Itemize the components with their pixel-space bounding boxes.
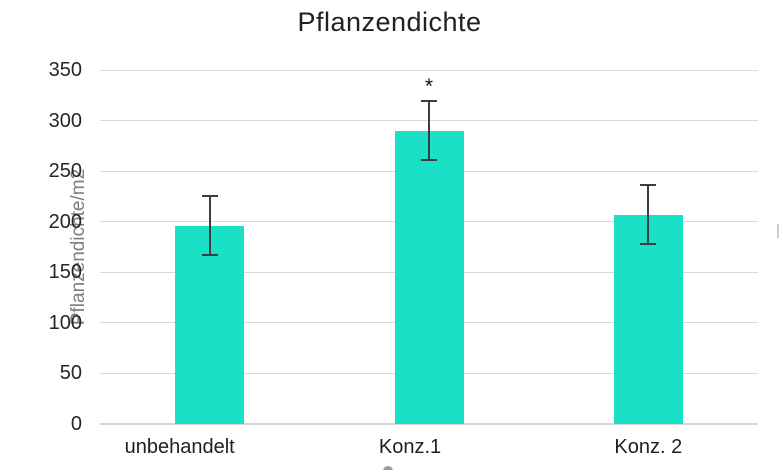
gridline-y-350 <box>100 69 758 71</box>
y-tick-label-150: 150 <box>48 261 82 284</box>
y-axis-title-text: Pflanzendichte/m2 <box>68 168 89 326</box>
plot-area: * <box>100 69 758 425</box>
cropped-artifact-sliver <box>777 224 779 238</box>
y-tick-label-250: 250 <box>48 160 82 183</box>
x-axis-label-Konz. 2: Konz. 2 <box>614 436 683 458</box>
y-tick-label-0: 0 <box>70 413 82 435</box>
y-tick-label-200: 200 <box>48 210 82 233</box>
error-bar-bottom-cap-unbehandelt <box>201 254 218 257</box>
x-axis-label-unbehandelt: unbehandelt <box>124 436 235 458</box>
y-tick-label-100: 100 <box>48 311 82 334</box>
error-bar-line-unbehandelt <box>208 195 211 257</box>
cropped-artifact-dot <box>383 466 393 470</box>
gridline-y-0 <box>100 423 758 425</box>
bar-unbehandelt <box>175 225 245 424</box>
error-bar-bottom-cap-Konz.1 <box>421 159 437 162</box>
error-bar-bottom-cap-Konz. 2 <box>640 242 657 245</box>
error-bar-top-cap-unbehandelt <box>201 195 218 198</box>
significance-asterisk: * <box>424 75 434 99</box>
bar-Konz. 2 <box>613 214 683 424</box>
y-tick-label-50: 50 <box>59 362 82 385</box>
bar-Konz.1 <box>394 130 464 424</box>
error-bar-line-Konz. 2 <box>647 184 650 245</box>
y-tick-label-350: 350 <box>48 59 82 81</box>
chart-title: Pflanzendichte <box>297 7 482 37</box>
error-bar-top-cap-Konz. 2 <box>640 184 657 187</box>
error-bar-line-Konz.1 <box>428 100 430 161</box>
y-tick-label-300: 300 <box>48 109 82 132</box>
error-bar-top-cap-Konz.1 <box>421 100 437 103</box>
x-axis-label-Konz.1: Konz.1 <box>378 436 442 458</box>
